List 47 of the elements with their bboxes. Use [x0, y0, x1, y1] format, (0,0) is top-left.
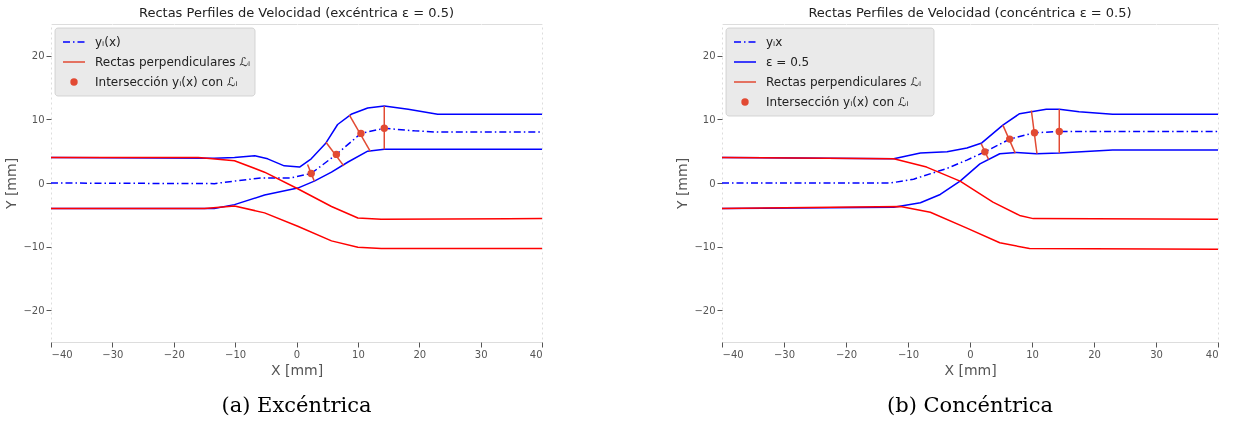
- y-tick-label: −10: [694, 241, 716, 253]
- y-tick-label: 20: [31, 50, 45, 62]
- x-tick-label: −20: [163, 348, 185, 360]
- y-axis-title: Y [mm]: [674, 157, 691, 211]
- y-tick-label: −20: [23, 304, 45, 316]
- legend-label: ε = 0.5: [766, 55, 810, 69]
- y-tick-label: 0: [709, 177, 716, 189]
- line-series: [722, 156, 1218, 220]
- y-tick-label: 10: [31, 113, 45, 125]
- x-tick-label: 40: [1205, 348, 1219, 360]
- y-tick-label: 0: [38, 177, 45, 189]
- x-axis-title: X [mm]: [944, 361, 997, 378]
- x-axis-title: X [mm]: [270, 361, 324, 378]
- x-tick-label: 20: [1088, 348, 1101, 360]
- x-tick-label: −20: [835, 348, 858, 360]
- x-tick-label: 0: [967, 348, 974, 360]
- y-tick-label: 10: [702, 113, 716, 125]
- x-tick-label: −30: [102, 348, 124, 360]
- x-tick-label: −10: [897, 348, 920, 360]
- text: (a) Excéntrica: [221, 393, 372, 417]
- legend-label: Rectas perpendiculares ℒᵢ: [766, 75, 922, 89]
- x-tick-label: 20: [413, 348, 427, 360]
- x-tick-label: −30: [773, 348, 796, 360]
- y-tick-label: 20: [702, 50, 716, 62]
- text: (b) Concéntrica: [887, 393, 1053, 417]
- legend-label: Rectas perpendiculares ℒᵢ: [95, 55, 251, 69]
- line-series: [722, 205, 1218, 250]
- x-tick-label: −40: [51, 348, 73, 360]
- x-tick-label: 30: [1150, 348, 1163, 360]
- x-tick-label: 40: [529, 348, 543, 360]
- legend-label: Intersección yᵢ(x) con ℒᵢ: [766, 95, 909, 109]
- x-tick-label: 10: [1026, 348, 1039, 360]
- legend-label: Intersección yᵢ(x) con ℒᵢ: [95, 75, 238, 89]
- x-tick-label: 0: [293, 348, 301, 360]
- line-series: [51, 205, 542, 250]
- y-tick-label: −10: [23, 241, 45, 253]
- y-axis-title: Y [mm]: [3, 157, 20, 211]
- chart-title: Rectas Perfiles de Velocidad (concéntrica ε = 0.5): [808, 5, 1132, 20]
- legend-label: yᵢ(x): [95, 35, 121, 49]
- y-tick-label: −20: [694, 304, 716, 316]
- x-tick-label: 10: [352, 348, 365, 360]
- chart-title: Rectas Perfiles de Velocidad (excéntrica ε = 0.5): [138, 5, 455, 20]
- x-tick-label: −40: [722, 348, 744, 360]
- x-tick-label: 30: [474, 348, 488, 360]
- x-tick-label: −10: [225, 348, 247, 360]
- legend-label: yᵢx: [766, 35, 783, 49]
- line-series: [51, 156, 542, 220]
